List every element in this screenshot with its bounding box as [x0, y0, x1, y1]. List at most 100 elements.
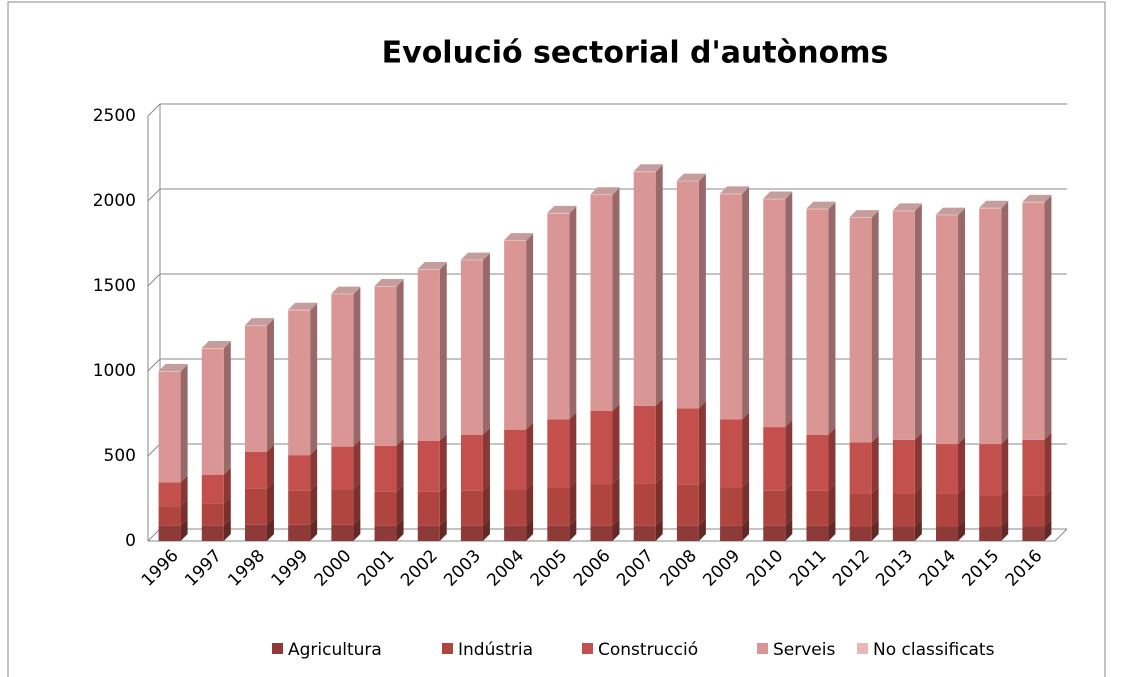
bar-side: [655, 476, 663, 526]
grid-line-depth: [147, 273, 161, 287]
bar-segment: [417, 440, 440, 492]
bar-segment: [979, 444, 1002, 496]
bar-side: [310, 483, 318, 525]
bar-segment: [374, 525, 397, 541]
legend-label: Construcció: [598, 640, 698, 660]
legend-swatch: [582, 643, 593, 654]
chart-title: Evolució sectorial d'autònoms: [382, 36, 889, 71]
bar-segment: [158, 371, 181, 372]
bar-side: [958, 519, 966, 541]
bar-segment: [979, 495, 1002, 527]
bar-side: [914, 432, 922, 494]
bar-segment: [201, 525, 224, 541]
legend-swatch: [857, 643, 868, 654]
bar-segment: [244, 488, 267, 525]
bar-side: [223, 496, 231, 526]
bar-segment: [936, 215, 959, 445]
bar-side: [526, 233, 534, 430]
bar-side: [482, 252, 490, 261]
bar-segment: [676, 180, 699, 182]
bar-side: [655, 518, 663, 541]
bar-top: [892, 203, 922, 211]
bar-segment: [331, 294, 354, 447]
bar-segment: [590, 525, 613, 541]
bar-side: [396, 279, 404, 446]
bar-side: [266, 517, 274, 541]
bar-side: [785, 191, 793, 200]
bar-segment: [417, 491, 440, 526]
bar-side: [958, 207, 966, 216]
bar-segment: [158, 506, 181, 526]
bar-segment: [979, 208, 1002, 445]
bar-segment: [244, 325, 267, 326]
bar-segment: [892, 439, 915, 494]
bar-side: [526, 233, 534, 241]
bar-segment: [201, 503, 224, 526]
bar-segment: [590, 484, 613, 526]
bar-segment: [806, 209, 829, 435]
bar-side: [482, 483, 490, 526]
bar-side: [396, 518, 404, 541]
bar-side: [310, 303, 318, 456]
bar-top: [288, 302, 318, 310]
bar-side: [353, 287, 361, 447]
bar-segment: [201, 348, 224, 349]
bar-side: [482, 427, 490, 491]
bar-side: [742, 187, 750, 420]
grid-line-depth: [147, 358, 161, 372]
bar-segment: [374, 445, 397, 492]
bar-segment: [331, 293, 354, 295]
bar-segment: [460, 260, 483, 435]
bar-segment: [460, 259, 483, 261]
bar-side: [1044, 488, 1052, 527]
bar-top: [331, 286, 361, 294]
bar-segment: [590, 195, 613, 411]
bar-segment: [633, 172, 656, 406]
bar-segment: [460, 525, 483, 541]
bar-segment: [633, 405, 656, 484]
bar-side: [698, 174, 706, 409]
bar-side: [569, 480, 577, 526]
y-tick-label: 2500: [93, 106, 136, 126]
bar-side: [871, 210, 879, 218]
bar-top: [849, 210, 879, 218]
y-tick-label: 500: [104, 446, 136, 466]
bar-segment: [1022, 202, 1045, 440]
bar-segment: [288, 310, 311, 456]
bar-top: [806, 201, 836, 209]
bar-side: [871, 211, 879, 443]
bar-segment: [288, 490, 311, 525]
bar-top: [201, 341, 231, 349]
bar-side: [569, 206, 577, 420]
bar-segment: [1022, 201, 1045, 203]
bar-side: [914, 519, 922, 541]
grid-line-depth: [147, 103, 161, 117]
bar-segment: [417, 269, 440, 441]
bar-segment: [547, 213, 570, 420]
bar-side: [266, 444, 274, 489]
bar-segment: [460, 434, 483, 491]
grid-line-depth: [147, 443, 161, 457]
bar-segment: [547, 212, 570, 214]
bar-segment: [633, 525, 656, 541]
bar-side: [310, 448, 318, 491]
bar-segment: [417, 269, 440, 270]
bar-segment: [806, 208, 829, 210]
bar-side: [1001, 488, 1009, 527]
bar-segment: [676, 181, 699, 409]
legend-label: Serveis: [773, 640, 835, 660]
bar-segment: [892, 210, 915, 212]
bar-segment: [331, 524, 354, 541]
bar-side: [1001, 437, 1009, 496]
bar-side: [958, 486, 966, 527]
bar-segment: [504, 240, 527, 430]
bar-top: [590, 187, 620, 195]
bar-segment: [676, 484, 699, 526]
bar-side: [698, 173, 706, 182]
bar-side: [828, 427, 836, 491]
bar-side: [1044, 432, 1052, 496]
bar-side: [871, 519, 879, 541]
bar-segment: [244, 524, 267, 541]
y-tick-label: 1500: [93, 276, 136, 296]
floor: [148, 528, 1068, 542]
